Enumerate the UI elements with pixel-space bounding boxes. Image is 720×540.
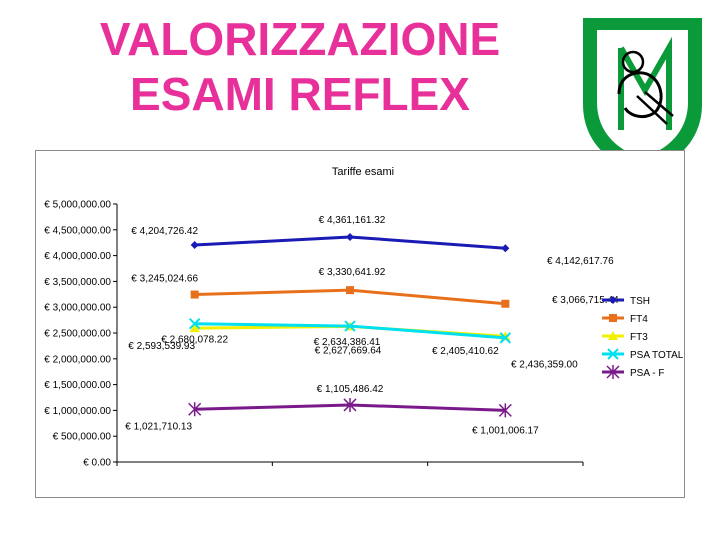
legend-label: PSA TOTALE	[630, 350, 684, 361]
data-label: € 2,634,386.41	[314, 337, 381, 348]
point-marker-square	[190, 290, 199, 299]
point-marker-diamond	[346, 232, 354, 241]
point-marker-diamond	[501, 244, 510, 253]
data-label: € 2,405,410.62	[432, 346, 499, 357]
chart-title: Tariffe esami	[332, 166, 394, 178]
series-ft4	[190, 286, 510, 308]
point-marker-star	[606, 365, 620, 379]
y-tick-label: € 4,500,000.00	[44, 225, 111, 236]
data-label: € 4,204,726.42	[131, 226, 198, 237]
legend-item: FT4	[602, 314, 648, 325]
data-label: € 1,105,486.42	[317, 384, 384, 395]
y-tick-label: € 2,000,000.00	[44, 354, 111, 365]
y-tick-label: € 1,500,000.00	[44, 380, 111, 391]
point-marker-square	[346, 286, 354, 295]
data-label: € 2,680,078.22	[161, 335, 228, 346]
point-marker-x	[607, 348, 619, 360]
y-axis: € 0.00 € 500,000.00 € 1,000,000.00 € 1,500,…	[44, 200, 118, 469]
data-label: € 4,361,161.32	[319, 215, 386, 226]
chart-frame: Tariffe esami € 0.00 € 500,000.00 € 1,000,…	[35, 150, 685, 498]
legend-label: FT4	[630, 314, 648, 325]
data-label: € 2,627,669.64	[315, 345, 382, 356]
slide-title-line-2: ESAMI REFLEX	[130, 68, 470, 120]
point-marker-star	[343, 397, 357, 412]
legend-label: TSH	[630, 296, 650, 307]
series-tsh	[190, 232, 510, 253]
data-label: € 1,001,006.17	[472, 425, 539, 436]
point-marker-x	[344, 320, 356, 332]
y-tick-label: € 4,000,000.00	[44, 251, 111, 262]
series-layer	[188, 232, 512, 418]
y-tick-label: € 2,500,000.00	[44, 329, 111, 340]
legend: TSH FT4 FT3 PSA TOTALE PSA - F	[602, 296, 684, 379]
y-tick-label: € 3,500,000.00	[44, 277, 111, 288]
point-marker-square	[501, 299, 510, 308]
data-label: € 1,021,710.13	[125, 421, 192, 432]
data-label: € 3,245,024.66	[131, 274, 198, 285]
y-tick-label: € 500,000.00	[53, 432, 112, 443]
region-logo	[583, 18, 702, 174]
y-tick-label: € 5,000,000.00	[44, 200, 111, 211]
point-marker-x	[188, 318, 201, 330]
point-marker-triangle	[608, 331, 618, 340]
y-tick-label: € 1,000,000.00	[44, 406, 111, 417]
legend-item: PSA - F	[602, 365, 664, 379]
point-marker-x	[499, 332, 512, 344]
x-axis	[116, 461, 584, 466]
data-label: € 4,142,617.76	[547, 256, 614, 267]
slide-title-line-1: VALORIZZAZIONE	[99, 13, 501, 65]
y-tick-label: € 0.00	[83, 458, 111, 469]
legend-item: TSH	[602, 296, 650, 307]
point-marker-star	[188, 402, 202, 417]
data-label: € 3,330,641.92	[319, 267, 386, 278]
data-label: € 3,066,715.44	[552, 295, 619, 306]
legend-label: FT3	[630, 332, 648, 343]
point-marker-triangle	[189, 323, 200, 333]
point-marker-star	[498, 403, 512, 418]
legend-item: PSA TOTALE	[602, 348, 684, 361]
data-label: € 2,436,359.00	[511, 359, 578, 370]
point-marker-square	[609, 314, 617, 322]
series-psa-totale	[188, 318, 512, 344]
series-psa-f	[188, 397, 512, 418]
y-tick-label: € 3,000,000.00	[44, 303, 111, 314]
data-label-layer: € 4,204,726.42 € 4,361,161.32 € 4,142,617.…	[125, 215, 619, 436]
line-chart: Tariffe esami € 0.00 € 500,000.00 € 1,000,…	[44, 166, 684, 469]
slide-title: VALORIZZAZIONE ESAMI REFLEX	[40, 12, 560, 122]
legend-item: FT3	[602, 331, 648, 343]
point-marker-diamond	[609, 296, 617, 304]
data-label: € 2,593,539.93	[128, 341, 195, 352]
legend-label: PSA - F	[630, 368, 664, 379]
point-marker-diamond	[190, 241, 199, 250]
